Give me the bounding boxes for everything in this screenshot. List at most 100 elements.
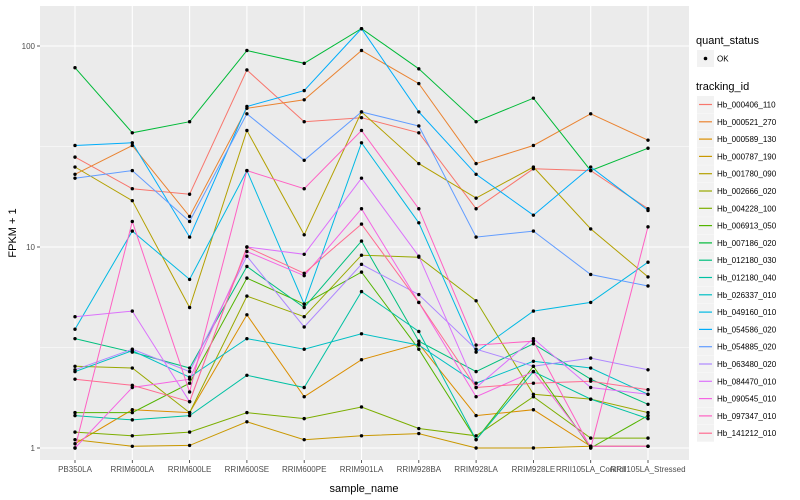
legend-label: Hb_004228_100 [717,204,777,213]
data-point-hb-141212-010-1 [130,383,134,388]
data-point-hb-026337-010-3 [245,336,249,341]
data-point-hb-007186-020-3 [245,48,249,53]
legend-label: Hb_141212_010 [717,429,777,438]
data-point-hb-007186-020-7 [474,120,478,124]
y-axis-ticks: 1 10 100 [22,42,40,453]
data-point-hb-000589-130-1 [130,408,134,412]
data-point-hb-063480-020-1 [130,347,134,351]
x-axis-ticks: PB350LA RRIM600LA RRIM600LE RRIM600SE RRIM60… [58,460,686,474]
legend-title-tracking-id: tracking_id [696,81,749,93]
legend-label: Hb_026337_010 [717,291,777,300]
x-tick-label: RRIM600SE [225,465,269,474]
x-tick-label: RRIM928LE [512,465,556,474]
legend: quant_status OK tracking_id Hb_000406_11… [696,35,777,442]
data-point-hb-004228-100-10 [646,436,650,440]
legend-item-hb-001780-090: Hb_001780_090 [697,165,777,183]
legend-item-hb-090545-010: Hb_090545_010 [697,390,777,408]
data-point-hb-054885-020-10 [646,284,650,288]
data-point-hb-007186-020-0 [73,65,77,70]
data-point-hb-097347-010-9 [589,446,593,450]
data-point-hb-000406-110-4 [302,120,306,124]
x-axis-title: sample_name [329,483,398,495]
data-point-hb-054885-020-9 [589,272,593,277]
data-point-hb-002666-020-1 [130,366,134,370]
data-point-hb-012180-040-5 [359,289,364,294]
data-point-hb-049160-010-1 [130,229,134,233]
data-point-hb-000787-190-0 [73,437,77,442]
data-point-hb-002666-020-0 [73,364,77,368]
data-point-hb-000521-270-8 [531,143,536,148]
legend-item-hb-000406-110: Hb_000406_110 [697,96,776,113]
data-point-hb-000406-110-5 [359,115,364,120]
data-point-hb-001780-090-7 [474,196,478,200]
data-point-hb-141212-010-7 [474,385,478,390]
data-point-hb-026337-010-8 [531,359,536,363]
data-point-hb-000787-190-3 [245,420,249,424]
legend-label: Hb_000406_110 [717,101,776,110]
data-point-hb-097347-010-1 [130,219,134,224]
data-point-hb-063480-020-0 [73,368,77,372]
data-point-hb-012180-030-7 [474,369,478,374]
data-point-hb-002666-020-8 [531,392,536,396]
data-point-hb-054885-020-6 [417,124,421,128]
data-point-hb-000589-130-4 [302,394,306,399]
data-point-hb-000787-190-7 [474,446,478,450]
legend-label: Hb_012180_030 [717,256,777,265]
x-tick-label: RRIM600PE [282,465,326,474]
data-point-hb-097347-010-6 [417,207,421,211]
series-points [73,26,650,450]
data-point-hb-006913-050-3 [245,276,249,280]
data-point-hb-012180-030-2 [187,366,192,370]
legend-label: Hb_007186_020 [717,239,777,248]
legend-label: Hb_090545_010 [717,395,777,404]
data-point-hb-141212-010-4 [302,271,306,275]
data-point-hb-012180-030-3 [245,264,249,269]
data-point-hb-084470-010-1 [130,309,134,313]
data-point-hb-000589-130-3 [245,313,249,317]
data-point-hb-054885-020-7 [474,235,478,239]
data-point-hb-001780-090-2 [187,305,192,310]
data-point-hb-084470-010-6 [417,254,421,258]
legend-item-hb-002666-020: Hb_002666_020 [697,182,777,200]
data-point-hb-004228-100-3 [245,410,249,415]
data-point-hb-097347-010-5 [359,128,364,133]
data-point-hb-006913-050-2 [187,381,192,385]
data-point-hb-000406-110-0 [73,155,77,159]
data-point-hb-084470-010-10 [646,392,650,396]
data-point-hb-097347-010-3 [245,168,249,173]
data-point-hb-049160-010-7 [474,350,478,354]
y-tick-label: 100 [22,42,36,51]
data-point-hb-054586-020-0 [73,143,77,148]
data-point-hb-012180-040-7 [474,437,478,442]
legend-point-ok [703,56,708,61]
data-point-hb-090545-010-2 [187,377,192,381]
data-point-hb-012180-040-9 [589,397,593,401]
data-point-hb-049160-010-2 [187,277,192,282]
legend-item-hb-012180-040: Hb_012180_040 [697,269,777,286]
data-point-hb-000787-190-8 [531,446,536,450]
data-point-hb-012180-040-3 [245,373,249,377]
data-point-hb-084470-010-9 [589,385,593,390]
data-point-hb-026337-010-7 [474,381,478,385]
legend-item-hb-007186-020: Hb_007186_020 [697,234,777,252]
legend-item-hb-012180-030: Hb_012180_030 [697,251,777,269]
data-point-hb-001780-090-8 [531,165,536,169]
data-point-hb-054586-020-4 [302,88,306,93]
data-point-hb-012180-030-5 [359,239,364,243]
legend-label: Hb_000787_190 [717,152,777,161]
data-point-hb-049160-010-0 [73,327,77,331]
data-point-hb-049160-010-4 [302,302,306,306]
x-tick-label: RRIM928LA [454,465,498,474]
data-point-hb-026337-010-5 [359,332,364,336]
data-point-hb-049160-010-8 [531,309,536,313]
data-point-hb-141212-010-10 [646,388,650,392]
data-point-hb-012180-040-0 [73,413,77,418]
data-point-hb-002666-020-10 [646,410,650,415]
data-point-hb-012180-040-6 [417,329,421,334]
data-point-hb-000787-190-4 [302,437,306,442]
data-point-hb-012180-030-8 [531,342,536,346]
legend-label: Hb_012180_040 [717,274,777,283]
data-point-hb-049160-010-10 [646,260,650,264]
data-point-hb-054586-020-7 [474,172,478,176]
